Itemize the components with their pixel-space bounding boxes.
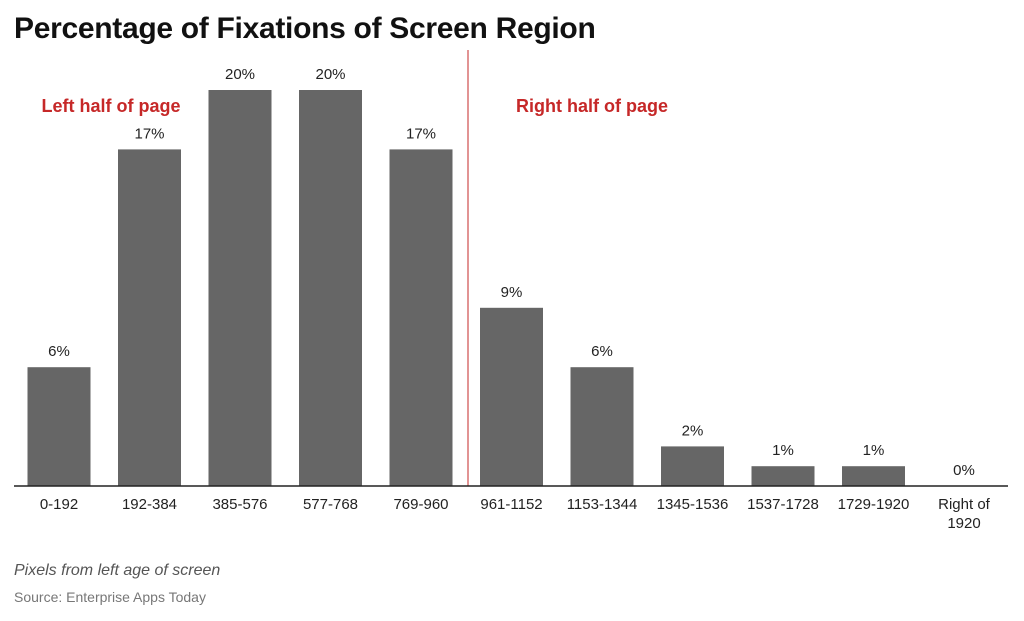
bar-1537-1728 xyxy=(751,466,815,486)
bar-385-576 xyxy=(208,90,272,486)
data-label: 17% xyxy=(406,125,436,142)
bar-chart: 6% 17% 20% 20% 17% 9% 6% 2% 1% 1% 0% 0-192 192-384 3… xyxy=(14,50,1008,532)
x-tick-label: 769-960 xyxy=(393,496,448,513)
data-label: 1% xyxy=(863,442,885,459)
x-tick-label: 1153-1344 xyxy=(567,496,638,513)
bar-0-192 xyxy=(27,367,91,486)
x-tick-label: 1729-1920 xyxy=(838,496,910,513)
data-label: 9% xyxy=(501,284,523,301)
data-label: 2% xyxy=(682,422,704,439)
x-tick-label: 1537-1728 xyxy=(747,496,819,513)
data-label: 17% xyxy=(134,125,164,142)
chart-title: Percentage of Fixations of Screen Region xyxy=(14,12,596,45)
data-labels-group: 6% 17% 20% 20% 17% 9% 6% 2% 1% 1% 0% xyxy=(48,66,975,479)
x-tick-label: 192-384 xyxy=(122,496,177,513)
x-tick-label: 385-576 xyxy=(212,496,267,513)
source-note: Source: Enterprise Apps Today xyxy=(14,589,206,605)
bar-192-384 xyxy=(118,149,181,486)
data-label: 20% xyxy=(225,66,255,83)
bar-1345-1536 xyxy=(661,446,724,486)
bars-group xyxy=(27,90,905,486)
bar-577-768 xyxy=(299,90,362,486)
data-label: 6% xyxy=(48,343,70,360)
bar-1729-1920 xyxy=(842,466,905,486)
right-half-annotation: Right half of page xyxy=(516,96,668,116)
left-half-annotation: Left half of page xyxy=(42,96,181,116)
data-label: 1% xyxy=(772,442,794,459)
x-tick-label: 0-192 xyxy=(40,496,78,513)
x-axis-caption: Pixels from left age of screen xyxy=(14,562,221,579)
x-tick-label: 961-1152 xyxy=(480,496,542,513)
bar-961-1152 xyxy=(480,307,543,486)
data-label: 0% xyxy=(953,462,975,479)
data-label: 6% xyxy=(591,343,613,360)
x-tick-label: Right of 1920 xyxy=(938,496,991,532)
x-tick-label: 577-768 xyxy=(303,496,358,513)
data-label: 20% xyxy=(315,66,345,83)
bar-1153-1344 xyxy=(570,367,634,486)
bar-769-960 xyxy=(389,149,453,486)
x-tick-labels-group: 0-192 192-384 385-576 577-768 769-960 961-115… xyxy=(40,496,991,532)
x-tick-label: 1345-1536 xyxy=(657,496,729,513)
